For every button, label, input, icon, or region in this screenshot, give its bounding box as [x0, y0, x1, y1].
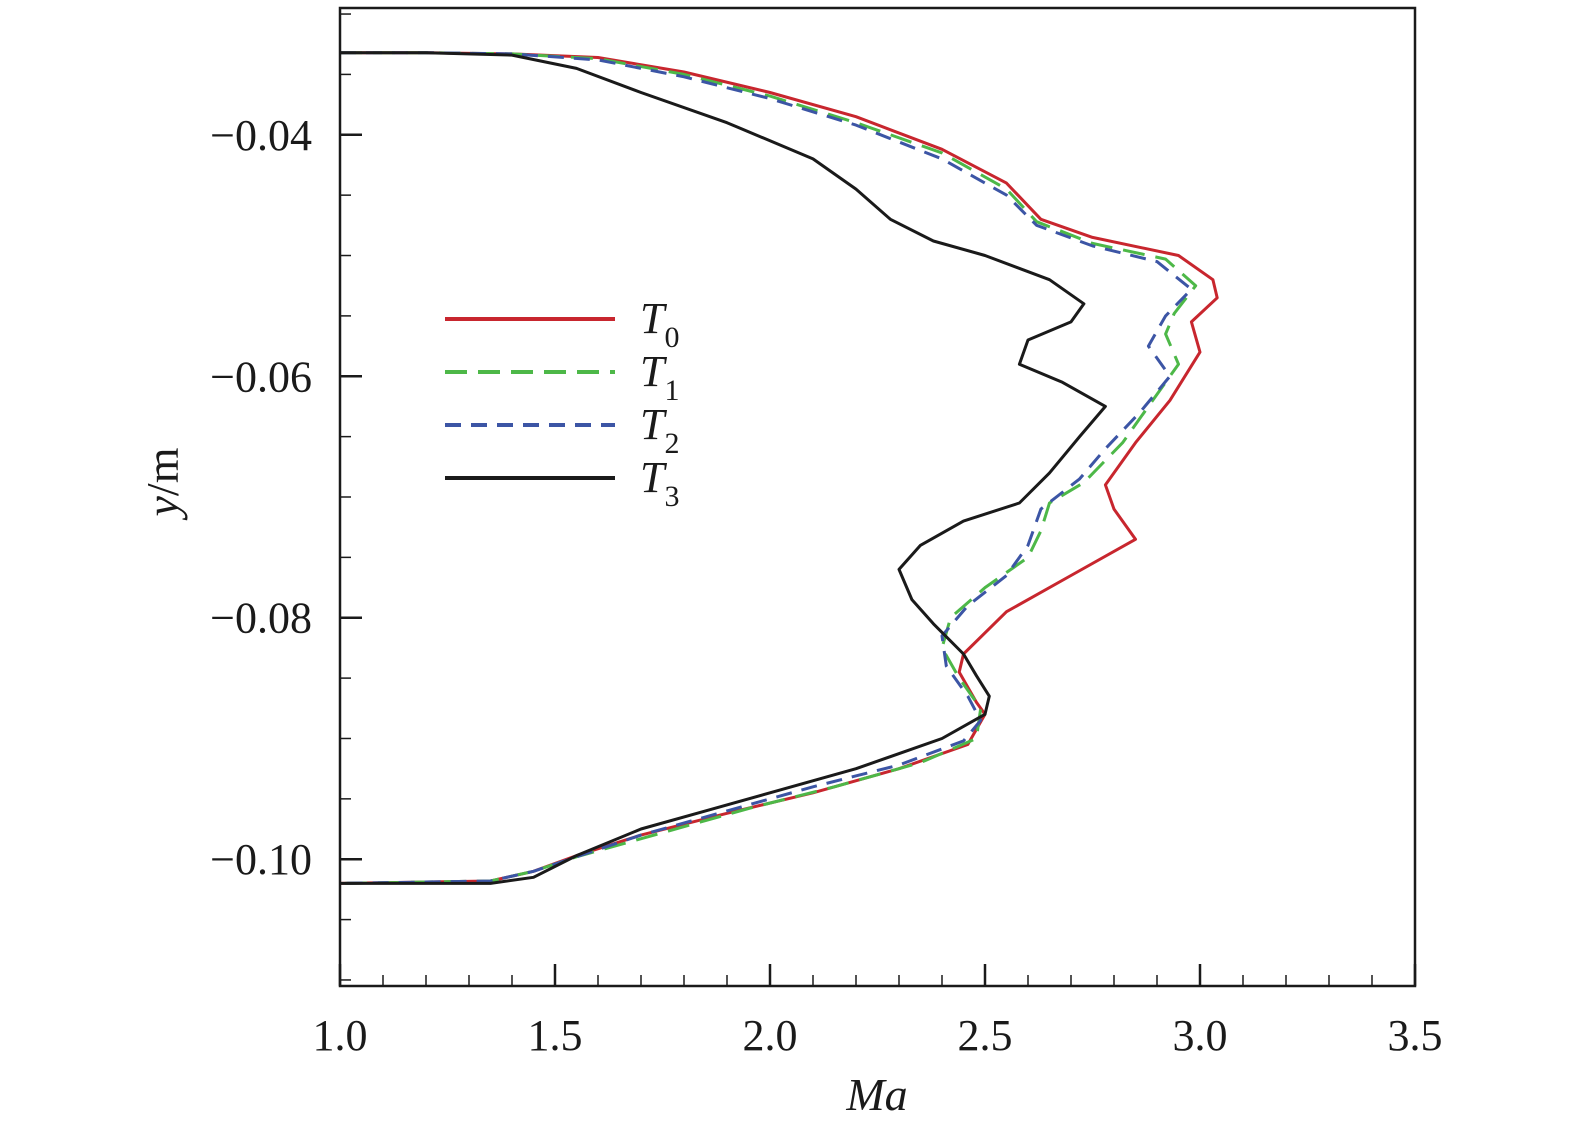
legend-label-T2: T2: [640, 400, 679, 460]
legend-label-sub: 0: [664, 321, 679, 354]
y-tick-label: −0.08: [210, 594, 312, 643]
legend-label-T0: T0: [640, 294, 679, 354]
x-axis-title: Ma: [845, 1069, 907, 1120]
y-axis-title: y/m: [137, 447, 188, 520]
legend-label-base: T: [640, 294, 668, 343]
legend-label-T1: T1: [640, 347, 679, 407]
x-tick-label: 1.5: [528, 1011, 583, 1060]
major-ticks: [338, 133, 1417, 986]
y-axis-title-unit: /m: [137, 447, 188, 496]
x-tick-label: 2.0: [743, 1011, 798, 1060]
series-line-T0: [339, 51, 1219, 885]
y-tick-label: −0.04: [210, 111, 312, 160]
legend-label-sub: 2: [664, 427, 679, 460]
y-axis-title-var: y: [137, 495, 188, 520]
x-tick-label: 1.0: [313, 1011, 368, 1060]
legend-label-sub: 1: [664, 374, 679, 407]
minor-ticks: [340, 13, 1373, 986]
series-line-T1: [339, 51, 1198, 885]
plot-frame: [338, 6, 1417, 988]
series-line-T3: [340, 51, 1107, 885]
y-tick-label: −0.10: [210, 835, 312, 884]
x-tick-label: 2.5: [958, 1011, 1013, 1060]
legend-label-base: T: [640, 400, 668, 449]
legend-label-base: T: [640, 453, 668, 502]
series-layer: [339, 51, 1219, 885]
x-tick-label: 3.0: [1173, 1011, 1228, 1060]
series-line-T2: [339, 51, 1193, 885]
y-tick-labels: −0.04 −0.06 −0.08 −0.10: [210, 111, 312, 884]
legend-label-T3: T3: [640, 453, 679, 513]
x-tick-labels: 1.0 1.5 2.0 2.5 3.0 3.5: [313, 1011, 1443, 1060]
y-tick-label: −0.06: [210, 352, 312, 401]
legend-label-base: T: [640, 347, 668, 396]
legend-label-sub: 3: [664, 480, 679, 513]
x-tick-label: 3.5: [1388, 1011, 1443, 1060]
